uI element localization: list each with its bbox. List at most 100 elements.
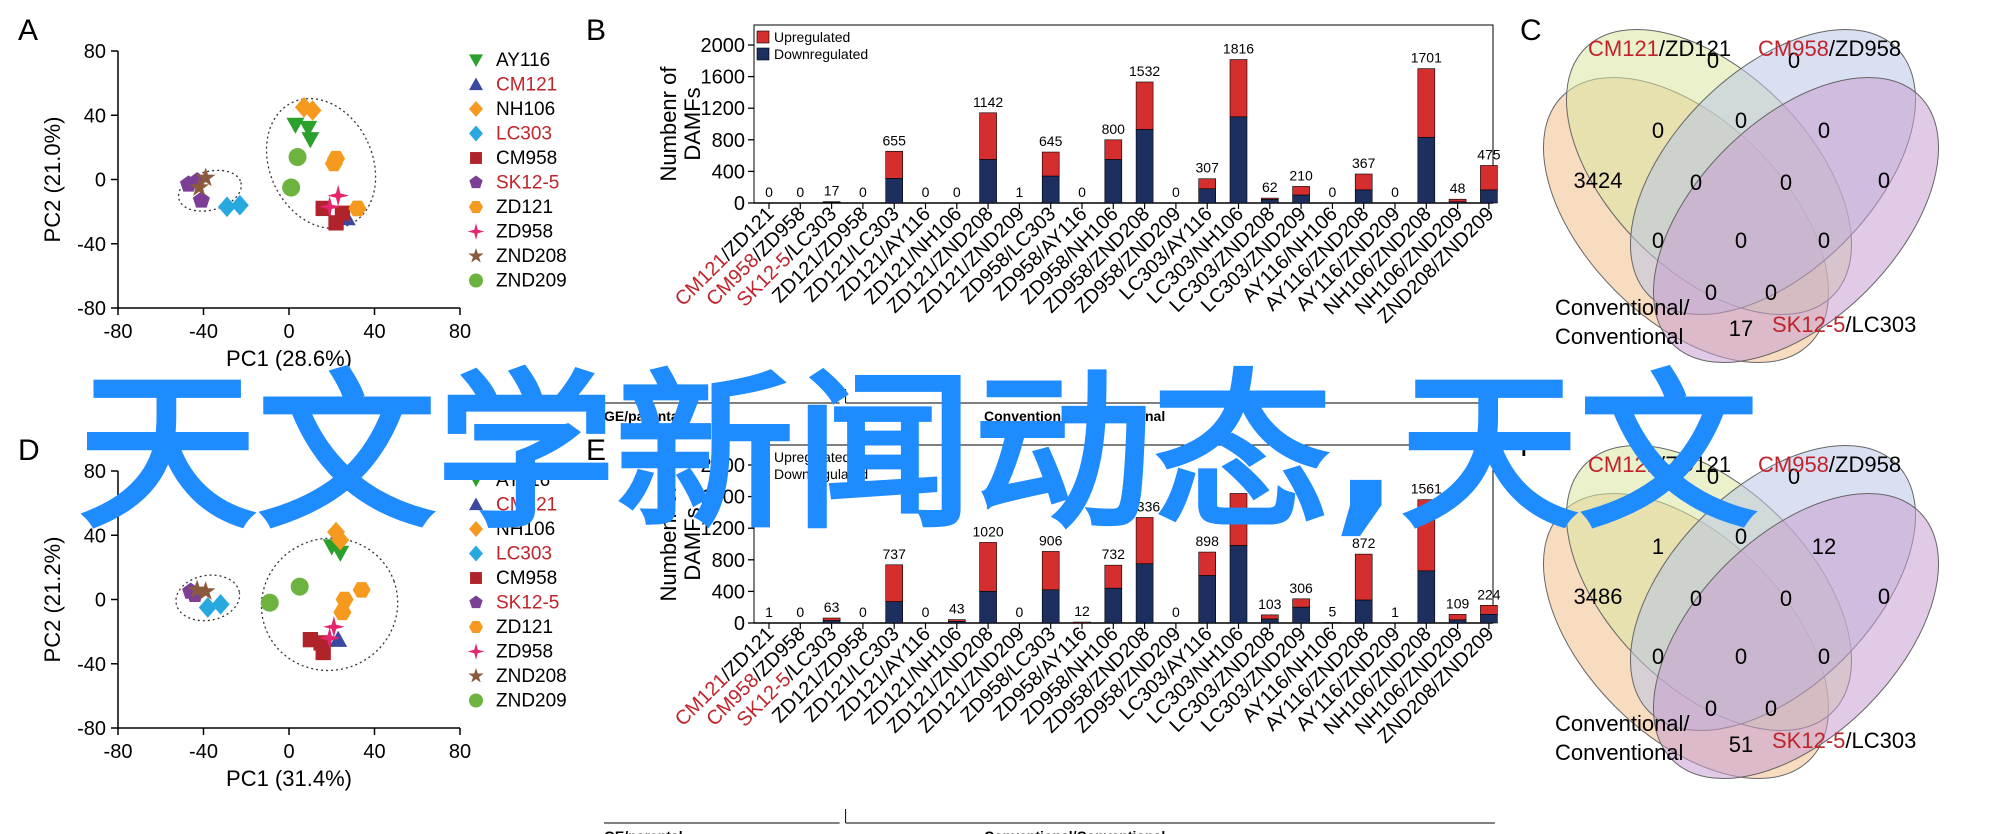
bar-total-label: 475 [1477, 146, 1501, 162]
y-axis-label: PC2 (21.2%) [40, 537, 65, 663]
venn-region-count: 0 [1690, 170, 1702, 195]
point-nh106 [303, 100, 322, 121]
legend-marker-sk12-5 [469, 595, 483, 609]
bar-total-label: 1532 [1129, 63, 1160, 79]
bar-upregulated [1448, 198, 1467, 203]
x-axis-label: PC1 (28.6%) [226, 346, 352, 371]
legend-label-zd121: ZD121 [496, 197, 553, 218]
legend-marker-znd209 [469, 273, 483, 288]
point-lc303 [230, 194, 249, 216]
point-znd208 [189, 177, 210, 196]
legend-marker-cm121 [469, 497, 483, 511]
legend-label-cm121: CM121 [496, 75, 557, 96]
y-tick-label: -80 [77, 298, 106, 320]
bar-upregulated [822, 617, 841, 621]
bar-downregulated [1448, 619, 1467, 624]
bar-total-label: 906 [1039, 532, 1063, 548]
bar-downregulated [1198, 188, 1216, 204]
bar-downregulated [1261, 618, 1279, 624]
venn-set-label: CM958/ZD958 [1758, 36, 1901, 61]
venn-region-count: 51 [1729, 732, 1753, 757]
venn-region-count: 0 [1652, 228, 1664, 253]
venn-region-count: 0 [1818, 228, 1830, 253]
y-tick-label: 2000 [701, 455, 746, 477]
venn-set-label: Conventional [1555, 740, 1683, 765]
y-tick-label: 1200 [701, 98, 746, 120]
venn-region-count: 0 [1735, 108, 1747, 133]
bar-downregulated [822, 202, 841, 204]
x-tick-label: -40 [189, 321, 218, 343]
y-tick-label: 1600 [701, 67, 746, 89]
venn-region-count: 0 [1735, 524, 1747, 549]
venn-region-count: 0 [1735, 644, 1747, 669]
bar-total-label: 645 [1039, 133, 1063, 149]
legend-marker-lc303 [469, 545, 483, 562]
point-ay116 [286, 117, 305, 134]
legend-marker-znd209 [469, 693, 483, 708]
bar-upregulated [1198, 178, 1216, 190]
legend-marker-znd208 [468, 667, 484, 683]
venn-region-count: 0 [1705, 280, 1717, 305]
legend-marker-znd208 [468, 247, 484, 263]
legend-marker-cm121 [469, 77, 483, 91]
legend-label-zd958: ZD958 [496, 642, 553, 663]
bar-upregulated [1354, 173, 1373, 191]
bar-total-label: 109 [1446, 595, 1470, 611]
y-tick-label: 0 [734, 193, 745, 215]
bar-total-label: 367 [1352, 155, 1376, 171]
y-axis-label-line2: DAMFs [680, 87, 705, 160]
bar-total-label: 0 [796, 604, 804, 620]
group-label-ge-parental: GE/parental [604, 828, 683, 834]
bar-total-label: 63 [824, 599, 840, 615]
y-tick-label: 80 [84, 41, 106, 63]
bar-total-label: 732 [1102, 546, 1126, 562]
bar-total-label: 48 [1450, 180, 1466, 196]
venn-region-count: 3424 [1574, 168, 1623, 193]
point-lc303 [218, 196, 237, 218]
venn-set-label-part: SK12-5 [1772, 312, 1845, 337]
x-tick-label: 0 [283, 741, 294, 763]
bar-upregulated [979, 112, 997, 160]
cluster-ellipse [177, 169, 242, 212]
bar-upregulated [1292, 186, 1310, 196]
legend-label-znd209: ZND209 [496, 271, 567, 292]
point-ay116 [331, 545, 350, 562]
legend-label-upregulated: Upregulated [774, 29, 850, 45]
bar-total-label: 737 [883, 546, 907, 562]
bar-upregulated [1135, 81, 1154, 130]
panel-letter-E: E [586, 434, 606, 467]
bar-total-label: 655 [883, 132, 907, 148]
venn-region-count: 0 [1878, 168, 1890, 193]
bar-total-label: 1816 [1223, 41, 1254, 57]
bar-total-label: 0 [796, 184, 804, 200]
y-tick-label: 40 [84, 525, 106, 547]
bar-downregulated [1041, 589, 1060, 624]
venn-set-label: SK12-5/LC303 [1772, 312, 1916, 337]
legend-marker-cm958 [470, 572, 482, 584]
bar-downregulated [1041, 175, 1060, 204]
bar-total-label: 0 [1172, 184, 1180, 200]
venn-set-ellipse [1652, 492, 1940, 780]
point-zd958 [318, 627, 341, 649]
y-tick-label: -40 [77, 654, 106, 676]
legend-marker-cm958 [470, 152, 482, 164]
bar-total-label: 1 [1391, 604, 1399, 620]
point-zd121 [324, 155, 343, 172]
point-zd121 [333, 604, 352, 621]
legend-marker-zd958 [467, 223, 485, 240]
venn-set-label-part: Conventional/ [1555, 711, 1690, 736]
y-tick-label: -40 [77, 234, 106, 256]
legend-label-downregulated: Downregulated [774, 466, 868, 482]
venn-set-label: SK12-5/LC303 [1772, 728, 1916, 753]
bar-total-label: 0 [1329, 184, 1337, 200]
legend-label-zd121: ZD121 [496, 617, 553, 638]
y-tick-label: 0 [95, 590, 106, 612]
group-label-conventional: Conventional/Conventional [984, 828, 1165, 834]
bar-total-label: 1142 [973, 94, 1003, 110]
venn-region-count: 0 [1780, 586, 1792, 611]
bar-total-label: 1701 [1411, 50, 1442, 66]
point-zd958 [318, 196, 341, 218]
bar-upregulated [1480, 605, 1498, 615]
legend-swatch-upregulated [756, 450, 770, 464]
